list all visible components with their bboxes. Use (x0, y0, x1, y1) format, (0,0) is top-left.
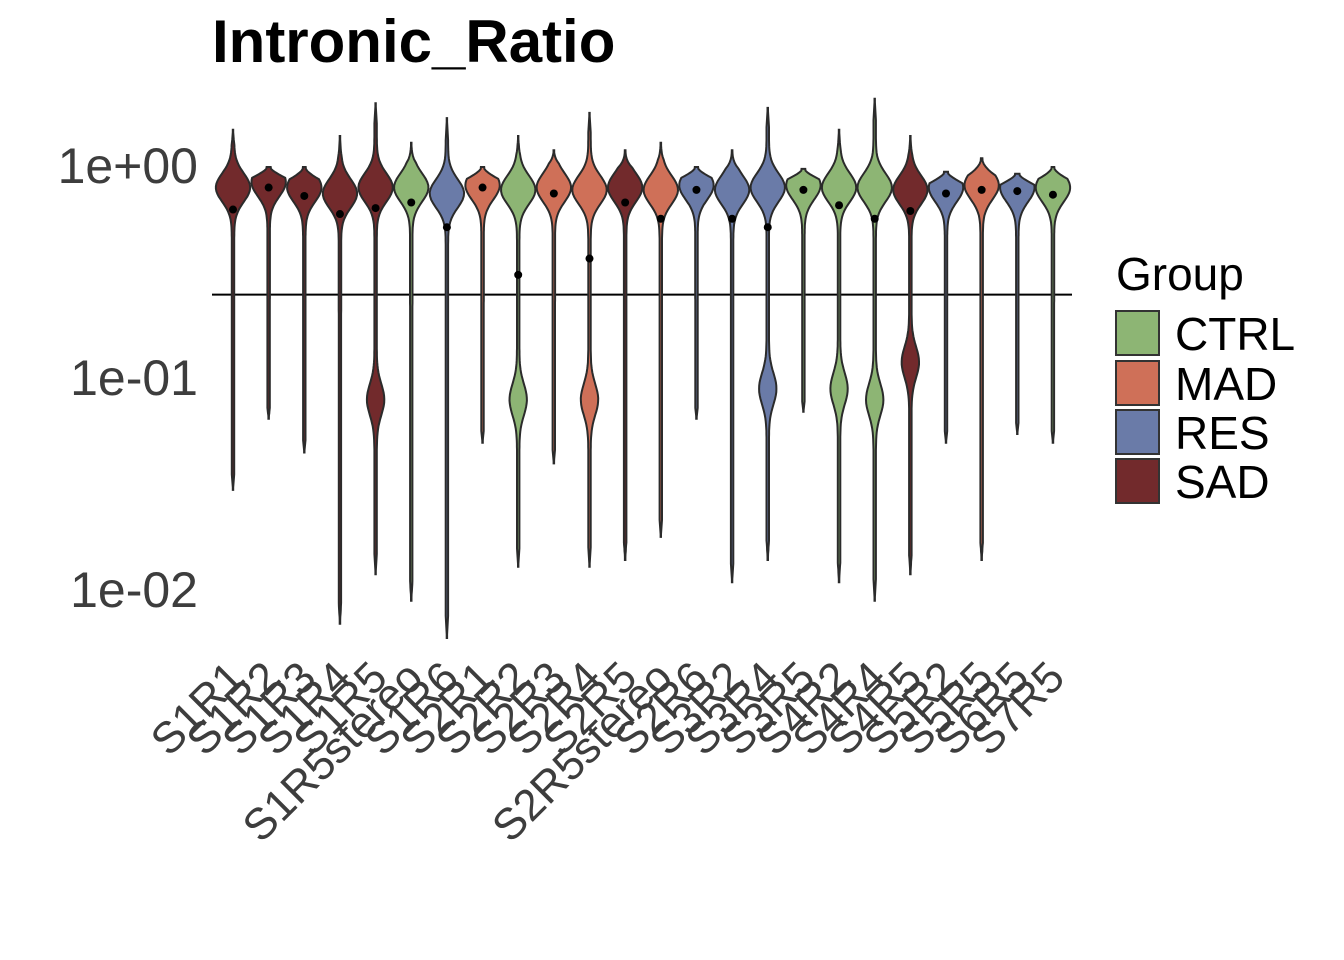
y-tick-label: 1e-01 (70, 350, 198, 406)
legend-swatch (1115, 409, 1160, 455)
violin-s1r5stereo (393, 141, 430, 602)
mean-point (335, 210, 344, 219)
mean-point (514, 270, 523, 279)
violin-s2r3 (535, 149, 572, 465)
legend-swatch (1115, 360, 1160, 406)
violin-s1r2 (250, 166, 287, 420)
violin-s5r2 (927, 170, 965, 444)
violin-s4r4 (856, 97, 893, 602)
chart-title: Intronic_Ratio (212, 8, 615, 75)
mean-point (763, 223, 772, 232)
legend-label: CTRL (1175, 308, 1295, 360)
violin-s4r5 (892, 135, 929, 576)
x-axis: S1R1S1R2S1R3S1R4S1R5S1R5stereoS1R6S2R1S2… (142, 652, 1074, 851)
mean-point (1013, 187, 1022, 196)
mean-point (1048, 190, 1057, 199)
legend-label: MAD (1175, 358, 1277, 410)
violin-s3r2 (713, 149, 751, 584)
mean-point (442, 223, 451, 232)
violins (214, 97, 1072, 639)
legend-swatch (1115, 310, 1160, 356)
violin-s7r5 (1034, 166, 1072, 444)
y-tick-label: 1e-02 (70, 562, 198, 618)
mean-point (371, 204, 380, 213)
legend-swatch (1115, 458, 1160, 504)
legend-title: Group (1116, 248, 1244, 300)
mean-point (942, 189, 950, 198)
mean-point (407, 198, 416, 207)
mean-point (549, 189, 558, 198)
violin-s1r5 (357, 102, 394, 576)
violin-s2r2 (500, 135, 537, 568)
mean-point (977, 185, 986, 194)
violin-s1r3 (286, 166, 323, 454)
violin-s3r4 (749, 106, 786, 561)
mean-point (621, 198, 630, 207)
mean-point (835, 201, 844, 210)
violin-s5r5 (963, 157, 1000, 561)
legend-label: RES (1175, 407, 1270, 459)
violin-s2r5stereo (642, 141, 680, 538)
mean-point (799, 185, 808, 194)
mean-point (264, 183, 273, 192)
legend-entry-sad: SAD (1115, 456, 1270, 508)
violin-s3r5 (785, 167, 822, 413)
violin-s2r4 (571, 111, 608, 568)
legend-entry-ctrl: CTRL (1115, 308, 1295, 360)
violin-s2r6 (678, 166, 715, 420)
y-axis: 1e+00 1e-01 1e-02 (58, 138, 198, 618)
violin-s2r1 (464, 166, 501, 444)
mean-point (692, 185, 701, 194)
mean-point (870, 214, 879, 223)
mean-point (585, 254, 594, 263)
mean-point (906, 207, 915, 216)
violin-s4r2 (820, 128, 858, 584)
mean-point (728, 214, 737, 223)
mean-point (656, 214, 665, 223)
legend: Group CTRL MAD RES SAD (1115, 248, 1295, 508)
violin-s6r5 (999, 172, 1036, 435)
violin-s1r6 (428, 117, 466, 639)
violin-s1r1 (214, 128, 252, 491)
violin-s1r4 (321, 135, 358, 625)
mean-point (229, 205, 237, 214)
mean-point (300, 191, 309, 200)
y-tick-label: 1e+00 (58, 138, 198, 194)
violin-s2r5 (606, 149, 644, 561)
legend-entry-mad: MAD (1115, 358, 1277, 410)
legend-entry-res: RES (1115, 407, 1270, 459)
mean-point (478, 183, 487, 192)
legend-label: SAD (1175, 456, 1270, 508)
